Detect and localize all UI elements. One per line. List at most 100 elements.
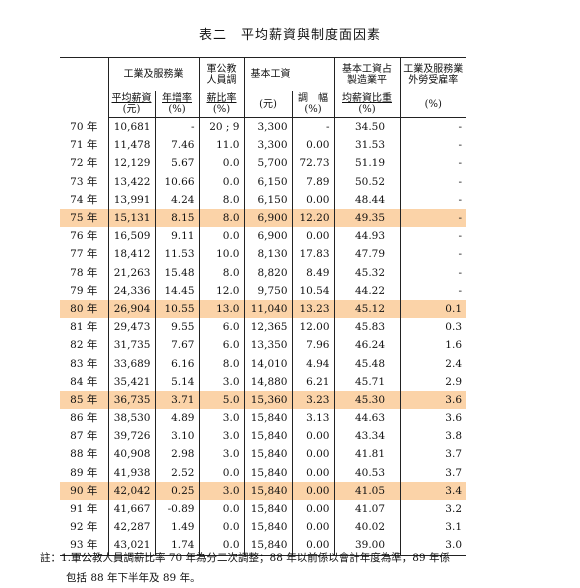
cell-ratio: 39.00 bbox=[333, 536, 401, 556]
cell-ratio: 44.93 bbox=[333, 227, 401, 246]
cell-growth: 14.45 bbox=[154, 281, 200, 300]
table-row: 83 年 33,689 6.16 8.0 14,010 4.94 45.48 2.4 bbox=[60, 354, 466, 373]
header-avg-wage-label: 平均薪資 bbox=[111, 93, 152, 104]
cell-foreign: 3.8 bbox=[399, 427, 466, 446]
cell-adjust: 4.94 bbox=[291, 354, 335, 373]
header-avg-wage-unit: (元) bbox=[122, 104, 141, 115]
cell-avg-wage: 13,991 bbox=[107, 190, 156, 209]
cell-growth: 1.49 bbox=[154, 518, 200, 537]
table-caption: 平均薪資與制度面因素 bbox=[241, 28, 382, 43]
cell-growth: 8.15 bbox=[154, 208, 200, 228]
cell-ratio: 50.52 bbox=[333, 172, 401, 191]
cell-ratio: 40.53 bbox=[333, 463, 401, 482]
header-ratio: 基本工資占 製造業平 bbox=[333, 57, 401, 91]
cell-year: 75 年 bbox=[60, 208, 109, 228]
cell-civil-rate: 5.0 bbox=[198, 390, 245, 409]
cell-civil-rate: 8.0 bbox=[198, 208, 245, 228]
cell-year: 83 年 bbox=[60, 354, 109, 373]
cell-foreign: 3.7 bbox=[399, 463, 466, 482]
table-row: 72 年 12,129 5.67 0.0 5,700 72.73 51.19- bbox=[60, 154, 466, 173]
cell-civil-rate: 8.0 bbox=[198, 354, 245, 373]
cell-year: 73 年 bbox=[60, 172, 109, 191]
cell-foreign: 3.6 bbox=[399, 390, 466, 409]
cell-basic-wage: 8,130 bbox=[243, 245, 293, 264]
cell-ratio: 40.02 bbox=[333, 518, 401, 537]
footnote: 註：1.軍公教人員調薪比率 70 年為分二次調整；88 年以前係以會計年度為準，… bbox=[40, 548, 570, 588]
cell-avg-wage: 42,287 bbox=[107, 518, 156, 537]
cell-foreign: - bbox=[399, 208, 466, 228]
cell-avg-wage: 26,904 bbox=[107, 299, 156, 319]
cell-basic-wage: 6,900 bbox=[243, 208, 293, 228]
cell-year: 79 年 bbox=[60, 281, 109, 300]
cell-adjust: 12.20 bbox=[291, 208, 335, 228]
header-growth: 年增率 (%) bbox=[154, 91, 200, 118]
footnote-line2: 包括 88 年下半年及 89 年。 bbox=[66, 572, 201, 584]
cell-foreign: 3.1 bbox=[399, 518, 466, 537]
header-civil-line2: 人員調 bbox=[206, 74, 237, 86]
cell-basic-wage: 15,840 bbox=[243, 445, 293, 464]
table-row: 79 年 24,336 14.45 12.0 9,750 10.54 44.22- bbox=[60, 281, 466, 300]
cell-foreign: - bbox=[399, 154, 466, 173]
cell-year: 81 年 bbox=[60, 318, 109, 337]
cell-ratio: 44.63 bbox=[333, 409, 401, 428]
cell-ratio: 47.79 bbox=[333, 245, 401, 264]
cell-foreign: - bbox=[399, 263, 466, 282]
header-ratio-bottom: 均薪資比重 (%) bbox=[333, 91, 401, 118]
cell-year: 91 年 bbox=[60, 499, 109, 519]
cell-growth: 10.55 bbox=[154, 299, 200, 319]
cell-growth: 15.48 bbox=[154, 263, 200, 282]
cell-avg-wage: 41,938 bbox=[107, 463, 156, 482]
cell-year: 84 年 bbox=[60, 372, 109, 391]
cell-avg-wage: 40,908 bbox=[107, 445, 156, 464]
cell-basic-wage: 15,840 bbox=[243, 409, 293, 428]
cell-adjust: 6.21 bbox=[291, 372, 335, 391]
cell-growth: 2.98 bbox=[154, 445, 200, 464]
cell-year: 76 年 bbox=[60, 227, 109, 246]
cell-ratio: 45.30 bbox=[333, 390, 401, 409]
header-adjust-unit: (%) bbox=[304, 104, 322, 115]
cell-basic-wage: 8,820 bbox=[243, 263, 293, 282]
table-body: 70 年 10,681-20 ; 9 3,300-34.50-71 年 11,478 7… bbox=[60, 117, 466, 556]
cell-basic-wage: 9,750 bbox=[243, 281, 293, 300]
cell-ratio: 44.22 bbox=[333, 281, 401, 300]
table-row: 91 年 41,667 -0.89 0.0 15,840 0.00 41.07 3.2 bbox=[60, 499, 466, 519]
cell-adjust: 3.13 bbox=[291, 409, 335, 428]
cell-foreign: 3.6 bbox=[399, 409, 466, 428]
cell-civil-rate: 13.0 bbox=[198, 299, 245, 319]
cell-basic-wage: 15,840 bbox=[243, 518, 293, 537]
cell-year: 80 年 bbox=[60, 299, 109, 319]
header-avg-wage: 平均薪資 (元) bbox=[107, 91, 156, 118]
cell-growth: -0.89 bbox=[154, 499, 200, 519]
cell-growth: 7.67 bbox=[154, 336, 200, 355]
cell-avg-wage: 21,263 bbox=[107, 263, 156, 282]
cell-adjust: 0.00 bbox=[291, 227, 335, 246]
cell-civil-rate: 0.0 bbox=[198, 227, 245, 246]
cell-adjust: 7.96 bbox=[291, 336, 335, 355]
cell-avg-wage: 24,336 bbox=[107, 281, 156, 300]
cell-growth: 5.14 bbox=[154, 372, 200, 391]
cell-basic-wage: 6,900 bbox=[243, 227, 293, 246]
cell-growth: 11.53 bbox=[154, 245, 200, 264]
cell-adjust: 7.89 bbox=[291, 172, 335, 191]
cell-foreign: - bbox=[399, 227, 466, 246]
cell-foreign: 3.4 bbox=[399, 481, 466, 500]
cell-civil-rate: 0.0 bbox=[198, 154, 245, 173]
cell-basic-wage: 15,840 bbox=[243, 499, 293, 519]
cell-adjust: 0.00 bbox=[291, 190, 335, 209]
cell-basic-wage: 3,300 bbox=[243, 136, 293, 155]
cell-growth: 0.25 bbox=[154, 481, 200, 500]
cell-adjust: 13.23 bbox=[291, 299, 335, 319]
cell-growth: 1.74 bbox=[154, 536, 200, 556]
cell-civil-rate: 11.0 bbox=[198, 136, 245, 155]
cell-year: 87 年 bbox=[60, 427, 109, 446]
cell-growth: 3.10 bbox=[154, 427, 200, 446]
cell-foreign: - bbox=[399, 281, 466, 300]
cell-ratio: 41.07 bbox=[333, 499, 401, 519]
cell-civil-rate: 3.0 bbox=[198, 427, 245, 446]
cell-civil-rate: 0.0 bbox=[198, 518, 245, 537]
cell-growth: 9.55 bbox=[154, 318, 200, 337]
header-basic-unit: (元) bbox=[259, 98, 277, 110]
cell-foreign: - bbox=[399, 136, 466, 155]
cell-avg-wage: 10,681 bbox=[107, 117, 156, 137]
cell-avg-wage: 11,478 bbox=[107, 136, 156, 155]
